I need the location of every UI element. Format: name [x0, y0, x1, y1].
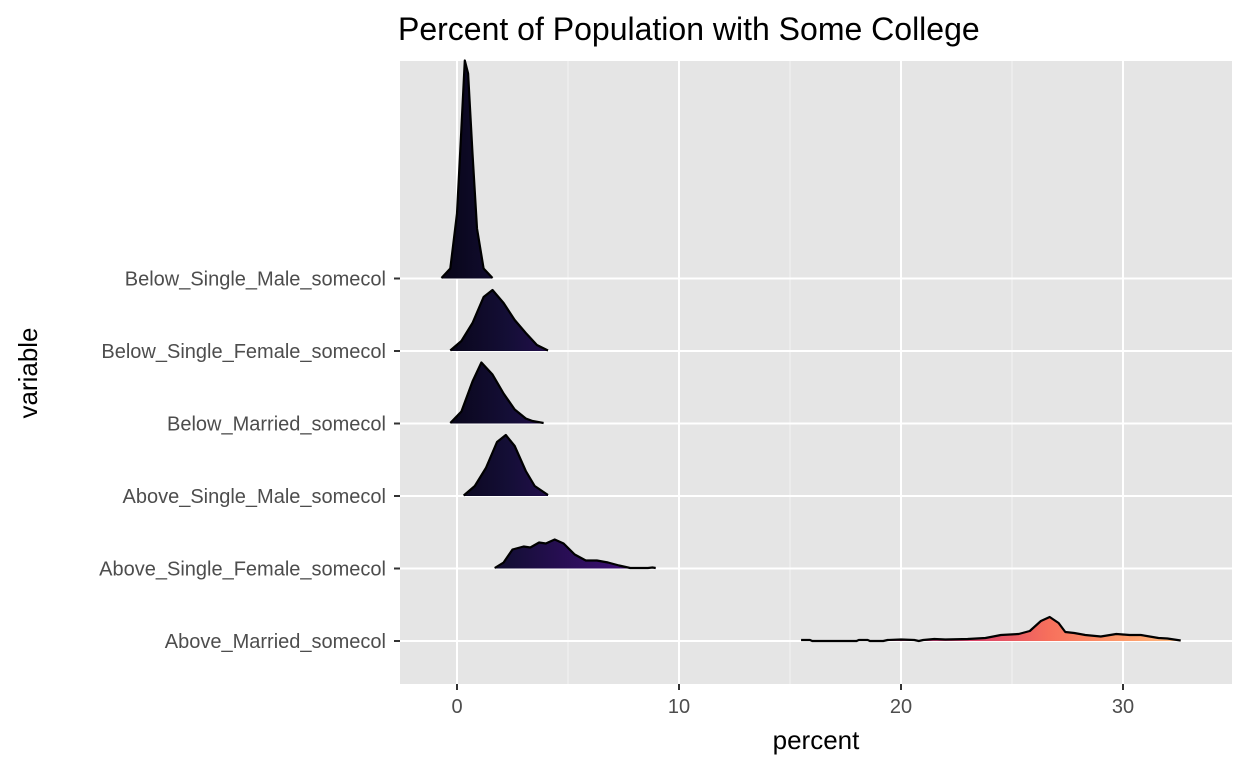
ridge-fill [450, 290, 548, 351]
ridge-fill [494, 539, 656, 569]
y-tick-label: Above_Single_Male_somecol [123, 486, 387, 508]
ridge-fill [441, 60, 493, 279]
y-tick-label: Below_Married_somecol [167, 414, 386, 436]
y-tick-label: Below_Single_Female_somecol [101, 341, 386, 363]
chart-title: Percent of Population with Some College [398, 11, 980, 47]
y-tick-label: Above_Single_Female_somecol [99, 559, 386, 581]
ridge-outline [449, 361, 544, 425]
axes: 0 10 20 30 Above_Married_somecol Above_Single… [99, 269, 1134, 719]
ridge-fill [450, 362, 544, 424]
y-axis-title: variable [13, 327, 43, 418]
ridge-outline [449, 288, 549, 352]
x-tick-label: 20 [890, 696, 912, 718]
ridge-fill [463, 435, 548, 496]
x-axis-title: percent [773, 725, 860, 755]
x-tick-label: 0 [451, 696, 462, 718]
ridge-outline [801, 615, 1181, 643]
ridge-outline [462, 433, 549, 497]
density-ridges [440, 59, 1181, 643]
x-tick-label: 30 [1112, 696, 1134, 718]
ridge-outline [440, 59, 494, 279]
x-tick-label: 10 [668, 696, 690, 718]
y-tick-label: Below_Single_Male_somecol [125, 269, 386, 291]
ridge-outline [494, 538, 656, 570]
y-tick-label: Above_Married_somecol [165, 631, 386, 653]
plot-panel [400, 61, 1232, 684]
ridge-fill [801, 617, 1181, 641]
